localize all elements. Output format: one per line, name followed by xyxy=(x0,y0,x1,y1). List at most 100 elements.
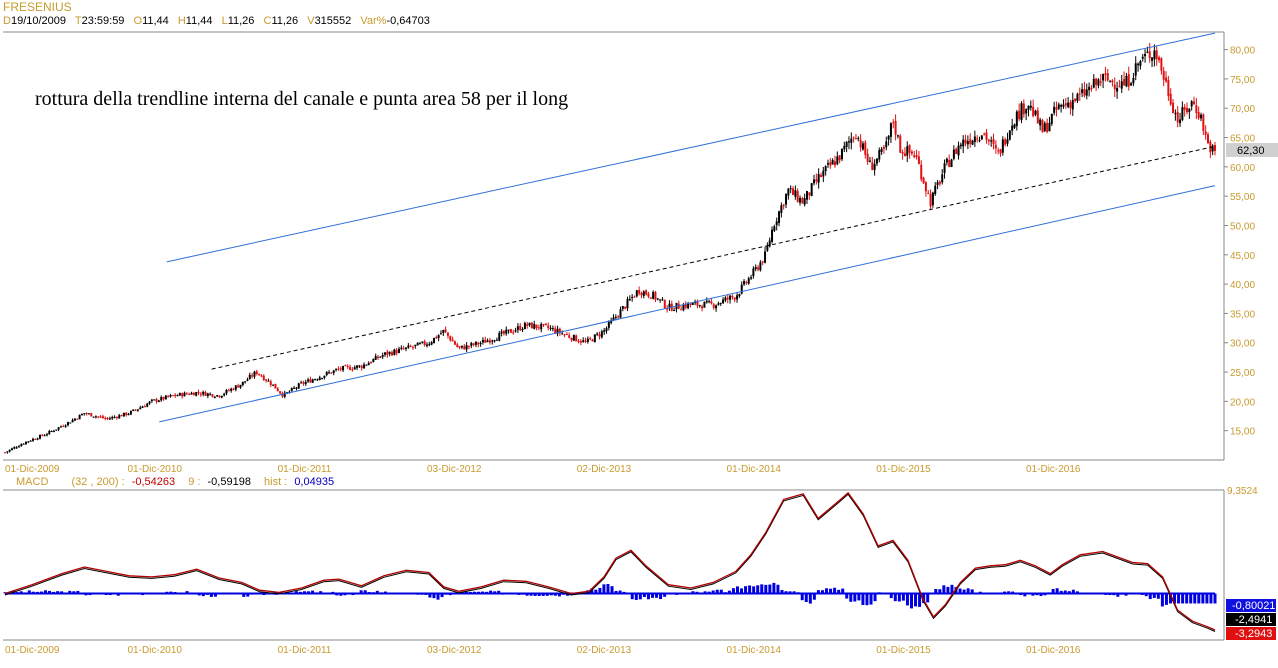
candle-body xyxy=(992,139,995,145)
candle-body xyxy=(908,145,911,153)
macd-hist-bar xyxy=(209,593,213,597)
macd-hist-bar xyxy=(56,591,60,594)
macd-hist-bar xyxy=(1185,593,1189,604)
macd-hist-bar xyxy=(302,591,306,594)
candle-body xyxy=(628,298,631,300)
candle-body xyxy=(1078,93,1081,95)
candle-body xyxy=(71,419,74,423)
macd-hist-bar xyxy=(60,591,64,594)
macd-hist-bar xyxy=(914,593,918,607)
candle-body xyxy=(1153,50,1156,60)
candle-body xyxy=(1027,105,1030,110)
candle-body xyxy=(185,393,188,395)
macd-hist-bar xyxy=(553,593,557,596)
candle-body xyxy=(505,329,508,334)
candle-body xyxy=(819,175,822,177)
candle-body xyxy=(780,205,783,213)
candle-body xyxy=(316,379,319,381)
candle-body xyxy=(486,340,489,343)
candle-body xyxy=(1106,73,1109,81)
macd-hist-bar xyxy=(509,593,513,595)
macd-hist-bar xyxy=(909,593,913,609)
macd-hist-bar xyxy=(1205,593,1209,604)
candle-body xyxy=(283,392,286,397)
candle-body xyxy=(358,365,361,367)
macd-hist-bar xyxy=(804,593,808,602)
macd-hist-bar xyxy=(1092,593,1096,595)
open-value: 11,44 xyxy=(142,15,169,27)
candle-body xyxy=(1130,83,1133,86)
macd-hist-bar xyxy=(367,592,371,594)
macd-hist-bar xyxy=(298,591,302,594)
candle-body xyxy=(1132,77,1135,84)
macd-hist-bar xyxy=(307,591,311,594)
candle-body xyxy=(938,181,941,184)
macd-hist-bar xyxy=(262,593,266,596)
candle-body xyxy=(218,395,221,398)
macd-tag-1: -0,80021 xyxy=(1232,600,1275,612)
candle-body xyxy=(330,372,333,374)
open-label: O xyxy=(133,15,143,27)
candle-body xyxy=(603,330,606,332)
candle-body xyxy=(384,352,387,355)
candle-body xyxy=(962,139,965,147)
candle-body xyxy=(1102,73,1105,81)
candle-body xyxy=(509,329,512,333)
candle-body xyxy=(1092,78,1095,88)
candle-body xyxy=(423,341,426,346)
macd-hist-bar xyxy=(557,593,561,597)
candle-body xyxy=(27,441,30,443)
candle-body xyxy=(1172,102,1175,113)
macd-hist-bar xyxy=(1059,590,1063,594)
candle-body xyxy=(460,345,463,348)
macd-x-tick-label: 01-Dic-2011 xyxy=(278,645,332,656)
candle-body xyxy=(363,364,366,369)
candle-body xyxy=(458,346,461,348)
candle-body xyxy=(549,327,552,329)
macd-hist-bar xyxy=(549,593,553,596)
candle-body xyxy=(621,306,624,309)
price-y-axis: 15,00 20,00 25,00 30,00 35,00 40,00 45,00 50,00… xyxy=(1224,46,1255,438)
macd-hist-bar xyxy=(1011,591,1015,594)
candle-body xyxy=(59,426,62,428)
candle-body xyxy=(864,142,867,155)
candle-body xyxy=(17,446,20,448)
candle-body xyxy=(521,328,524,331)
candle-body xyxy=(768,240,771,247)
candle-body xyxy=(108,418,111,420)
y-tick-label: 65,00 xyxy=(1230,134,1255,145)
candle-body xyxy=(824,166,827,172)
macd-hist-bar xyxy=(679,593,683,595)
candle-body xyxy=(1186,107,1189,113)
macd-hist-bar xyxy=(400,592,404,594)
macd-hist-bar xyxy=(286,593,290,595)
candle-body xyxy=(78,414,81,420)
candle-body xyxy=(705,300,708,303)
macd-hist-bar xyxy=(776,584,780,594)
macd-value: -0,54263 xyxy=(131,476,176,488)
candle-body xyxy=(356,365,359,368)
macd-hist-bar xyxy=(132,593,136,595)
candle-body xyxy=(31,438,34,441)
candle-body xyxy=(1167,80,1170,96)
macd-hist-bar xyxy=(1031,593,1035,596)
candle-body xyxy=(402,348,405,350)
candle-body xyxy=(353,367,356,370)
macd-hist-bar xyxy=(213,593,217,597)
candle-body xyxy=(1148,51,1151,59)
candle-body xyxy=(1176,111,1179,123)
macd-hist-bar xyxy=(15,592,19,594)
candle-body xyxy=(997,150,1000,152)
macd-hist-bar xyxy=(780,589,784,594)
candle-body xyxy=(381,355,384,357)
low-value: 11,26 xyxy=(227,15,255,27)
candle-body xyxy=(500,331,503,334)
candle-body xyxy=(232,388,235,390)
candle-body xyxy=(600,331,603,338)
macd-name: MACD xyxy=(16,476,49,488)
candle-body xyxy=(952,149,955,159)
candle-body xyxy=(757,267,760,270)
candle-body xyxy=(181,393,184,397)
candle-body xyxy=(826,163,829,165)
